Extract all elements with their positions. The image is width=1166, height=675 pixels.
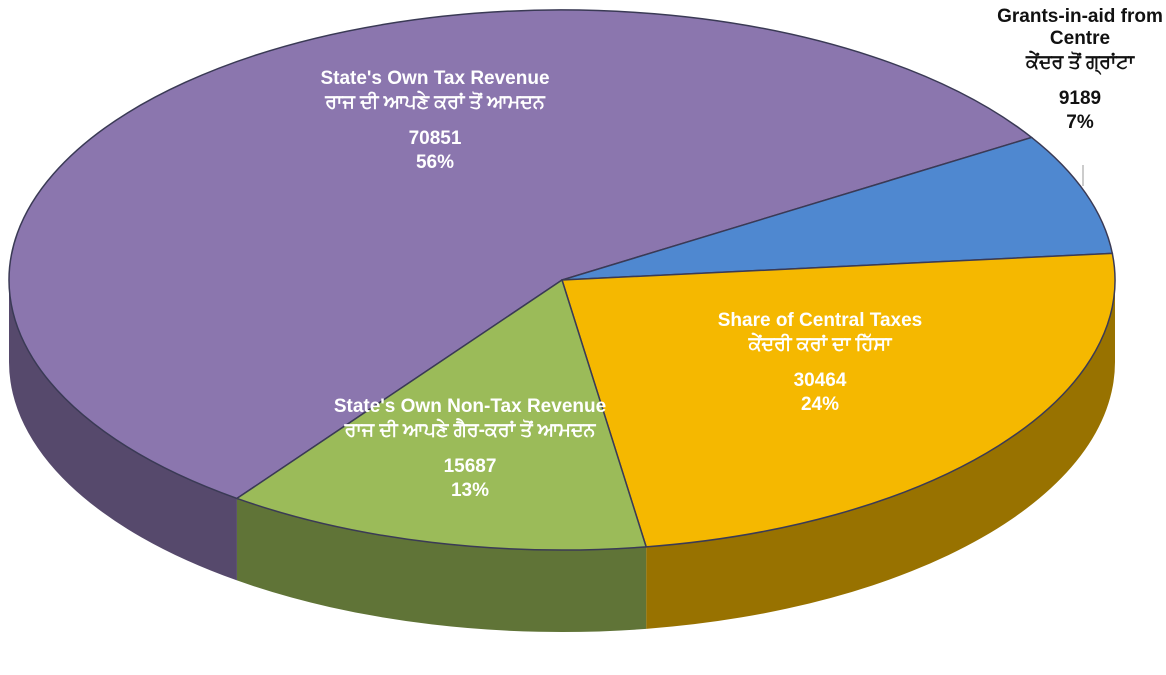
slice-label: State's Own Non-Tax Revenue ਰਾਜ ਦੀ ਆਪਣੇ ਗ… (320, 396, 620, 504)
category-label-punjabi: ਰਾਜ ਦੀ ਆਪਣੇ ਗੈਰ-ਕਰਾਂ ਤੋਂ ਆਮਦਨ (344, 420, 596, 441)
percent-label: 56% (415, 152, 455, 173)
value-label: 15687 (443, 456, 497, 477)
category-label: State's Own Tax Revenue (320, 68, 550, 89)
slice (560, 252, 1116, 548)
percent-label: 24% (800, 394, 840, 415)
category-label: Grants-in-aid from Centre (997, 6, 1163, 49)
slice (235, 278, 648, 551)
category-label-punjabi: ਰਾਜ ਦੀ ਆਪਣੇ ਕਰਾਂ ਤੋਂ ਆਮਦਨ (325, 92, 545, 113)
percent-label: 13% (450, 480, 490, 501)
slice (8, 9, 1034, 500)
percent-label: 7% (1066, 112, 1094, 133)
category-label-punjabi: ਕੇਂਦਰ ਤੋਂ ਗ੍ਰਾਂਟਾ (1025, 52, 1135, 73)
slice-side (9, 280, 237, 581)
slice-side (646, 280, 1115, 629)
slice-label: State's Own Tax Revenue ਰਾਜ ਦੀ ਆਪਣੇ ਕਰਾਂ … (300, 68, 570, 176)
value-label: 9189 (1058, 88, 1102, 109)
value-label: 70851 (408, 128, 462, 149)
category-label: Share of Central Taxes (717, 310, 923, 331)
slice-side (236, 498, 647, 632)
slice-label: Grants-in-aid from Centre ਕੇਂਦਰ ਤੋਂ ਗ੍ਰਾਂ… (990, 6, 1166, 136)
category-label-punjabi: ਕੇਂਦਰੀ ਕਰਾਂ ਦਾ ਹਿੱਸਾ (748, 334, 892, 355)
slice (561, 136, 1114, 281)
value-label: 30464 (793, 370, 847, 391)
slice-label: Share of Central Taxes ਕੇਂਦਰੀ ਕਰਾਂ ਦਾ ਹਿੱ… (700, 310, 940, 418)
category-label: State's Own Non-Tax Revenue (333, 396, 607, 417)
